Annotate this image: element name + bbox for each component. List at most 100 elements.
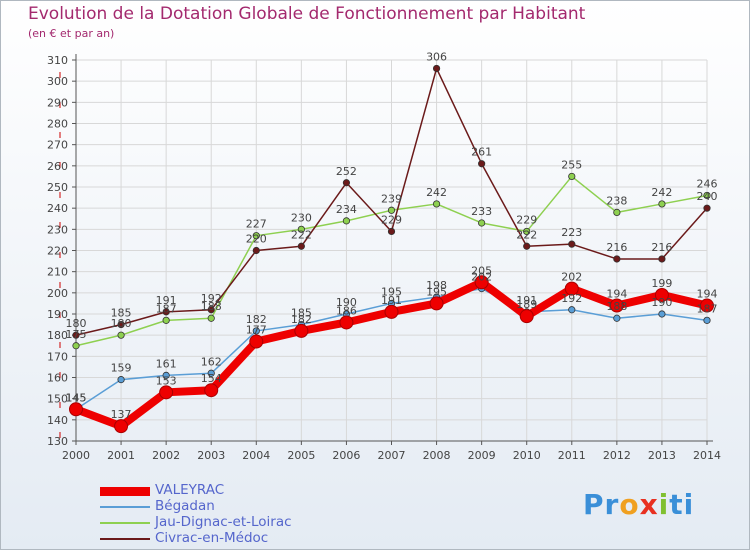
y-tick-label: 220 bbox=[47, 245, 68, 258]
data-point bbox=[654, 287, 669, 302]
data-label: 153 bbox=[156, 374, 177, 387]
data-point bbox=[72, 342, 80, 350]
y-tick-label: 240 bbox=[47, 202, 68, 215]
y-tick-labels: 130 140 150 160 170 180 190 200 210 220 230 240 250 2… bbox=[47, 54, 68, 448]
data-point bbox=[117, 376, 125, 384]
axes bbox=[59, 54, 713, 445]
x-tick-label: 2014 bbox=[693, 449, 721, 462]
data-point bbox=[207, 314, 215, 322]
data-label: 216 bbox=[606, 241, 627, 254]
legend-item: Jau-Dignac-et-Loirac bbox=[100, 514, 360, 532]
data-point bbox=[432, 64, 441, 73]
logo-letter: r bbox=[604, 488, 620, 521]
data-point bbox=[117, 320, 125, 329]
data-point bbox=[252, 327, 260, 335]
data-label: 191 bbox=[381, 294, 402, 307]
data-label: 187 bbox=[697, 302, 718, 315]
data-label: 175 bbox=[66, 328, 87, 341]
y-tick-label: 280 bbox=[47, 118, 68, 131]
data-label: 229 bbox=[381, 213, 402, 226]
x-tick-label: 2003 bbox=[197, 449, 225, 462]
proxiti-logo: Proxiti bbox=[583, 488, 694, 521]
data-label: 145 bbox=[66, 391, 87, 404]
legend-label-civrac: Civrac-en-Médoc bbox=[155, 530, 269, 546]
data-label: 239 bbox=[381, 192, 402, 205]
legend-label-valeyrac: VALEYRAC bbox=[155, 482, 225, 498]
data-point bbox=[703, 204, 711, 212]
data-label: 242 bbox=[651, 186, 672, 199]
x-tick-label: 2005 bbox=[287, 449, 315, 462]
y-tick-label: 210 bbox=[47, 266, 68, 279]
data-point bbox=[478, 160, 486, 168]
data-point bbox=[429, 296, 444, 311]
y-tick-label: 150 bbox=[47, 393, 68, 406]
legend-label-jau-dignac: Jau-Dignac-et-Loirac bbox=[155, 514, 292, 530]
y-tick-label: 160 bbox=[47, 372, 68, 385]
data-point bbox=[249, 334, 264, 349]
data-point bbox=[523, 227, 531, 236]
data-point bbox=[519, 309, 534, 324]
data-label: 192 bbox=[201, 292, 222, 305]
data-point bbox=[387, 227, 396, 236]
data-label: 185 bbox=[291, 307, 312, 320]
data-label: 191 bbox=[516, 294, 537, 307]
data-label: 195 bbox=[381, 285, 402, 298]
legend-label-begadan: Bégadan bbox=[155, 498, 215, 514]
data-point bbox=[342, 179, 351, 187]
x-tick-label: 2002 bbox=[152, 449, 180, 462]
data-point bbox=[703, 316, 711, 324]
series-lines bbox=[69, 64, 714, 434]
y-tick-label: 190 bbox=[47, 308, 68, 321]
data-label: 229 bbox=[516, 213, 537, 226]
data-point bbox=[613, 314, 621, 322]
y-tick-label: 290 bbox=[47, 96, 68, 109]
y-tick-label: 200 bbox=[47, 287, 68, 300]
data-point bbox=[568, 240, 576, 248]
logo-letter: x bbox=[639, 488, 659, 521]
data-point bbox=[297, 242, 305, 250]
data-point bbox=[204, 383, 219, 398]
data-label: 198 bbox=[426, 279, 447, 292]
data-point bbox=[252, 246, 260, 255]
data-label: 199 bbox=[651, 277, 672, 290]
y-tick-label: 310 bbox=[47, 54, 68, 67]
data-point bbox=[564, 281, 579, 296]
data-point bbox=[658, 255, 666, 263]
data-label: 188 bbox=[201, 300, 222, 313]
x-tick-label: 2013 bbox=[648, 449, 676, 462]
chart-title: Evolution de la Dotation Globale de Fonc… bbox=[28, 4, 586, 24]
y-tick-label: 180 bbox=[47, 329, 68, 342]
data-label: 220 bbox=[246, 233, 267, 246]
data-label: 145 bbox=[66, 391, 87, 404]
data-point bbox=[339, 315, 354, 330]
data-point bbox=[114, 419, 129, 434]
x-tick-label: 2006 bbox=[332, 449, 360, 462]
data-label: 192 bbox=[561, 292, 582, 305]
data-label: 202 bbox=[471, 271, 492, 284]
x-tick-label: 2011 bbox=[558, 449, 586, 462]
data-label: 252 bbox=[336, 165, 357, 178]
data-label: 190 bbox=[651, 296, 672, 309]
data-label: 137 bbox=[111, 408, 132, 421]
y-tick-label: 230 bbox=[47, 223, 68, 236]
x-tick-labels: 2000 2001 2002 2003 2004 2005 2006 2007 2008 2009… bbox=[62, 449, 721, 462]
data-point bbox=[613, 255, 621, 263]
data-label: 190 bbox=[336, 296, 357, 309]
legend-item: VALEYRAC bbox=[100, 482, 360, 500]
data-label: 202 bbox=[561, 271, 582, 284]
data-point bbox=[207, 306, 215, 314]
data-label: 242 bbox=[426, 186, 447, 199]
data-label: 159 bbox=[111, 362, 132, 375]
logo-letter: t bbox=[669, 488, 684, 521]
data-point bbox=[703, 191, 711, 200]
data-point bbox=[658, 200, 666, 208]
data-label: 222 bbox=[291, 228, 312, 241]
data-label: 191 bbox=[156, 294, 177, 307]
data-label: 222 bbox=[516, 228, 537, 241]
data-label: 227 bbox=[246, 218, 267, 231]
legend-swatch-civrac bbox=[100, 538, 150, 540]
data-point bbox=[342, 217, 351, 225]
data-point bbox=[609, 298, 624, 313]
data-point bbox=[568, 306, 576, 314]
